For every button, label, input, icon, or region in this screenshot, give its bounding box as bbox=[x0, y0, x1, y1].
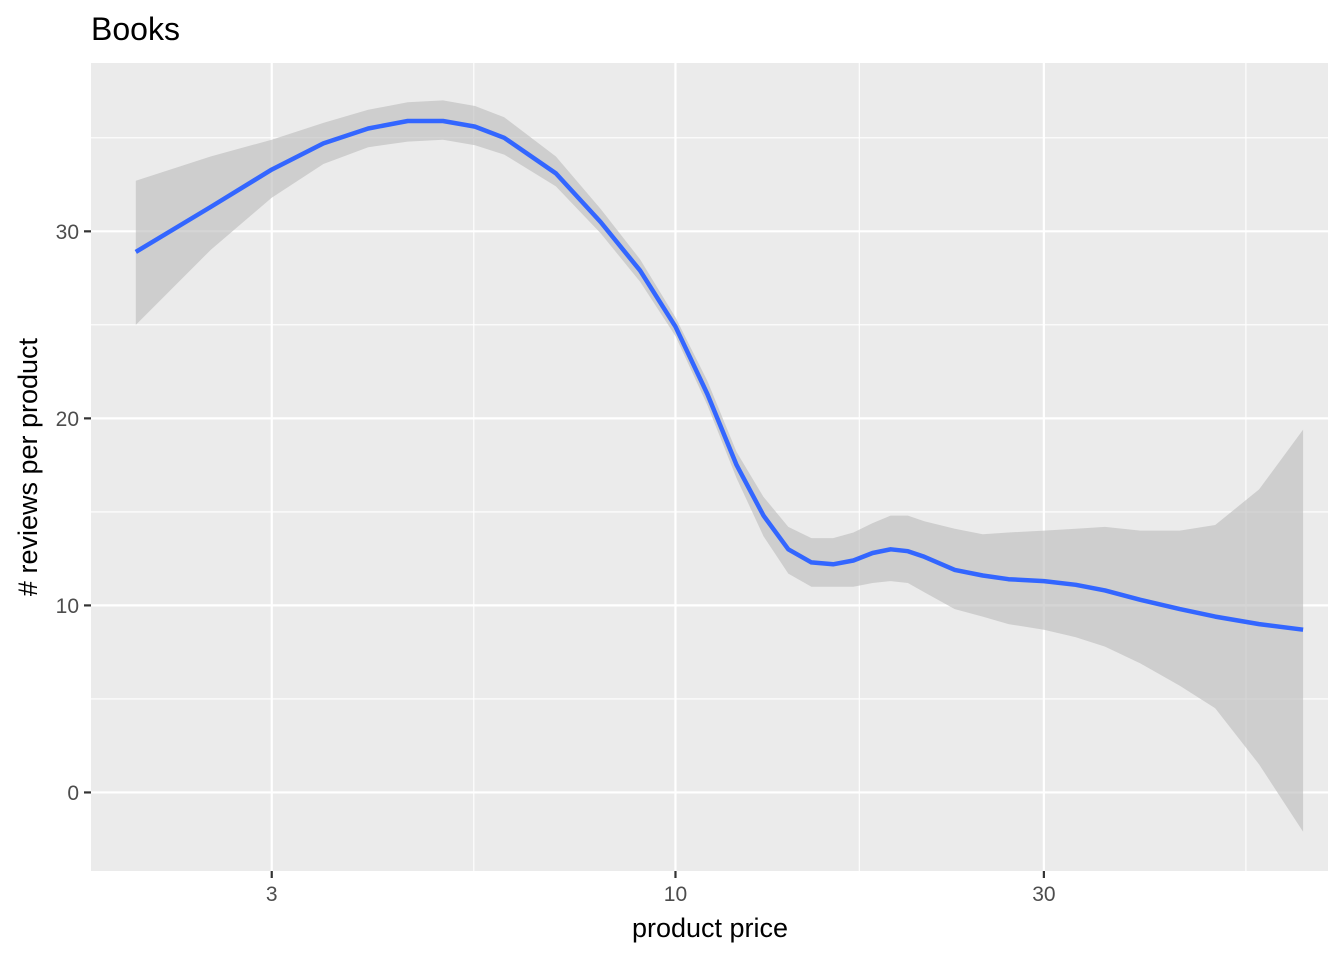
plot-panel bbox=[91, 63, 1328, 871]
axes: 3 10 30 0 10 20 30 bbox=[56, 221, 1056, 906]
y-tick-label: 0 bbox=[67, 782, 79, 805]
confidence-band bbox=[135, 100, 1304, 832]
y-tick-label: 20 bbox=[56, 408, 79, 431]
x-tick-label: 3 bbox=[266, 883, 278, 906]
smooth-line bbox=[134, 118, 1304, 632]
x-tick-label: 30 bbox=[1032, 883, 1055, 906]
y-tick-label: 30 bbox=[56, 221, 79, 244]
x-tick-label: 10 bbox=[664, 883, 687, 906]
x-axis-label: product price bbox=[632, 913, 788, 943]
confidence-band-area bbox=[135, 100, 1304, 832]
chart-title: Books bbox=[91, 11, 180, 47]
minor-gridlines bbox=[91, 63, 1328, 871]
y-axis-label: # reviews per product bbox=[13, 337, 43, 596]
y-tick-label: 10 bbox=[56, 595, 79, 618]
smooth-line-path bbox=[134, 118, 1304, 632]
